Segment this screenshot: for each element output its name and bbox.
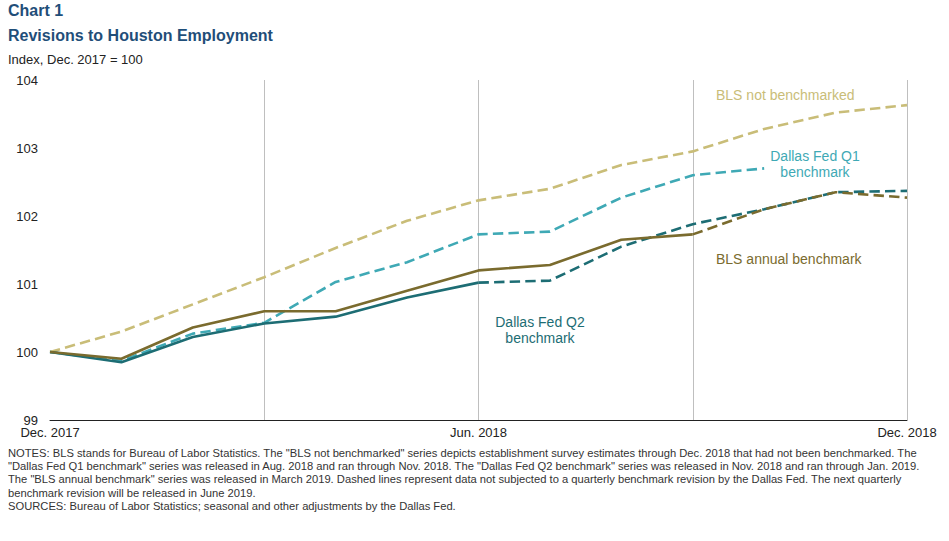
- svg-text:Dec. 2018: Dec. 2018: [877, 425, 936, 440]
- html-text:NOTES: BLS stands for Bureau o: NOTES: BLS stands for Bureau of Labor St…: [8, 447, 920, 499]
- svg-text:102: 102: [16, 209, 38, 224]
- html-text:Revisions to Houston Employmen: Revisions to Houston Employment: [8, 27, 273, 44]
- svg-text:104: 104: [16, 73, 38, 88]
- svg-text:101: 101: [16, 277, 38, 292]
- html-text:Dallas Fed Q1 benchmark: Dallas Fed Q1 benchmark: [770, 148, 860, 180]
- svg-text:100: 100: [16, 345, 38, 360]
- html-text:Index, Dec. 2017 = 100: Index, Dec. 2017 = 100: [8, 52, 143, 67]
- html-text:BLS not benchmarked: BLS not benchmarked: [716, 87, 855, 103]
- html-text:BLS annual benchmark: BLS annual benchmark: [716, 251, 862, 267]
- svg-text:103: 103: [16, 141, 38, 156]
- html-text:SOURCES: Bureau of Labor Stati: SOURCES: Bureau of Labor Statistics; sea…: [8, 499, 456, 512]
- svg-text:Dec. 2017: Dec. 2017: [20, 425, 79, 440]
- svg-text:Jun. 2018: Jun. 2018: [450, 425, 507, 440]
- html-text:Dallas Fed Q2 benchmark: Dallas Fed Q2 benchmark: [495, 314, 585, 346]
- html-text:Chart 1: Chart 1: [8, 2, 64, 19]
- svg-text:99: 99: [23, 412, 38, 428]
